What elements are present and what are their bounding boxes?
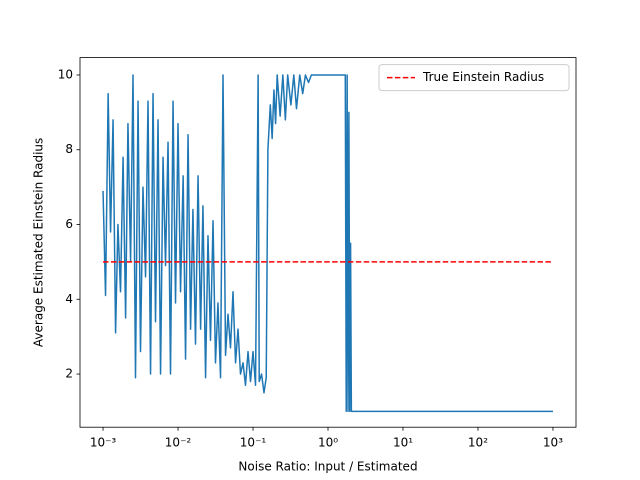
x-tick-label: 10⁻³ <box>90 436 117 450</box>
x-tick-label: 10⁰ <box>318 436 338 450</box>
x-tick-label: 10³ <box>543 436 563 450</box>
legend-box <box>378 64 570 92</box>
series-line <box>102 74 553 413</box>
y-tick-label: 6 <box>65 217 73 231</box>
y-tick-label: 4 <box>65 292 73 306</box>
legend-label: True Einstein Radius <box>422 70 544 84</box>
x-tick-label: 10² <box>468 436 488 450</box>
y-tick-label: 10 <box>58 67 73 81</box>
plot-frame <box>79 57 577 428</box>
x-tick-label: 10¹ <box>393 436 413 450</box>
y-axis-label: Average Estimated Einstein Radius <box>32 138 46 347</box>
x-tick-label: 10⁻² <box>165 436 192 450</box>
x-tick-label: 10⁻¹ <box>240 436 267 450</box>
x-axis-label: Noise Ratio: Input / Estimated <box>238 460 417 474</box>
y-tick-label: 2 <box>65 367 73 381</box>
y-tick-label: 8 <box>65 142 73 156</box>
